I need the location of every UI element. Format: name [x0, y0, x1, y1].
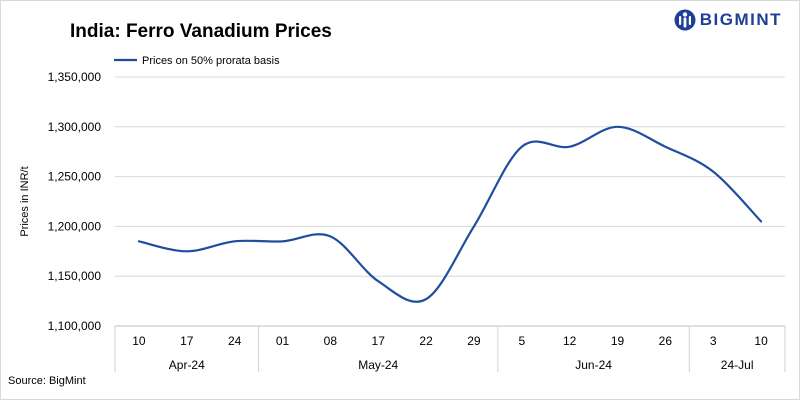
series-layer	[137, 125, 763, 303]
grid-lines	[115, 76, 785, 327]
y-tick-label: 1,150,000	[48, 269, 102, 283]
legend-label: Prices on 50% prorata basis	[142, 55, 280, 67]
y-tick-label: 1,250,000	[48, 170, 102, 184]
x-group-label: Apr-24	[169, 358, 205, 372]
x-tick-label: 26	[659, 334, 673, 348]
x-tick-label: 01	[276, 334, 290, 348]
legend: Prices on 50% prorata basis	[114, 55, 280, 67]
y-tick-label: 1,100,000	[48, 319, 102, 333]
x-tick-label: 17	[372, 334, 386, 348]
x-tick-label: 5	[518, 334, 525, 348]
bigmint-logo-icon	[674, 8, 696, 32]
x-tick-label: 12	[563, 334, 577, 348]
chart-title: India: Ferro Vanadium Prices	[70, 21, 332, 42]
x-tick-label: 24	[228, 334, 242, 348]
bigmint-logo-text: BIGMINT	[699, 10, 782, 29]
x-tick-label: 10	[754, 334, 768, 348]
x-tick-label: 17	[180, 334, 194, 348]
y-axis: 1,100,000 1,150,000 1,200,000 1,250,000 1,30…	[19, 70, 101, 333]
x-tick-label: 29	[467, 334, 481, 348]
x-tick-label: 3	[710, 334, 717, 348]
x-axis: 10 17 24 01 08 17 22 29 5 12 19 26 3 10 Apr-24 May-24 Ju…	[114, 326, 786, 372]
x-tick-label: 19	[611, 334, 625, 348]
y-tick-label: 1,300,000	[48, 120, 102, 134]
x-group-label: May-24	[358, 358, 398, 372]
x-group-label: 24-Jul	[721, 358, 754, 372]
y-axis-label: Prices in INR/t	[19, 166, 31, 236]
y-tick-label: 1,200,000	[48, 219, 102, 233]
x-group-label: Jun-24	[575, 358, 612, 372]
x-tick-label: 08	[324, 334, 338, 348]
series-line	[137, 125, 763, 303]
bigmint-logo: BIGMINT	[674, 8, 782, 32]
y-tick-label: 1,350,000	[48, 70, 102, 84]
x-tick-label: 22	[419, 334, 433, 348]
x-tick-label: 10	[132, 334, 146, 348]
source-note: Source: BigMint	[8, 375, 86, 387]
